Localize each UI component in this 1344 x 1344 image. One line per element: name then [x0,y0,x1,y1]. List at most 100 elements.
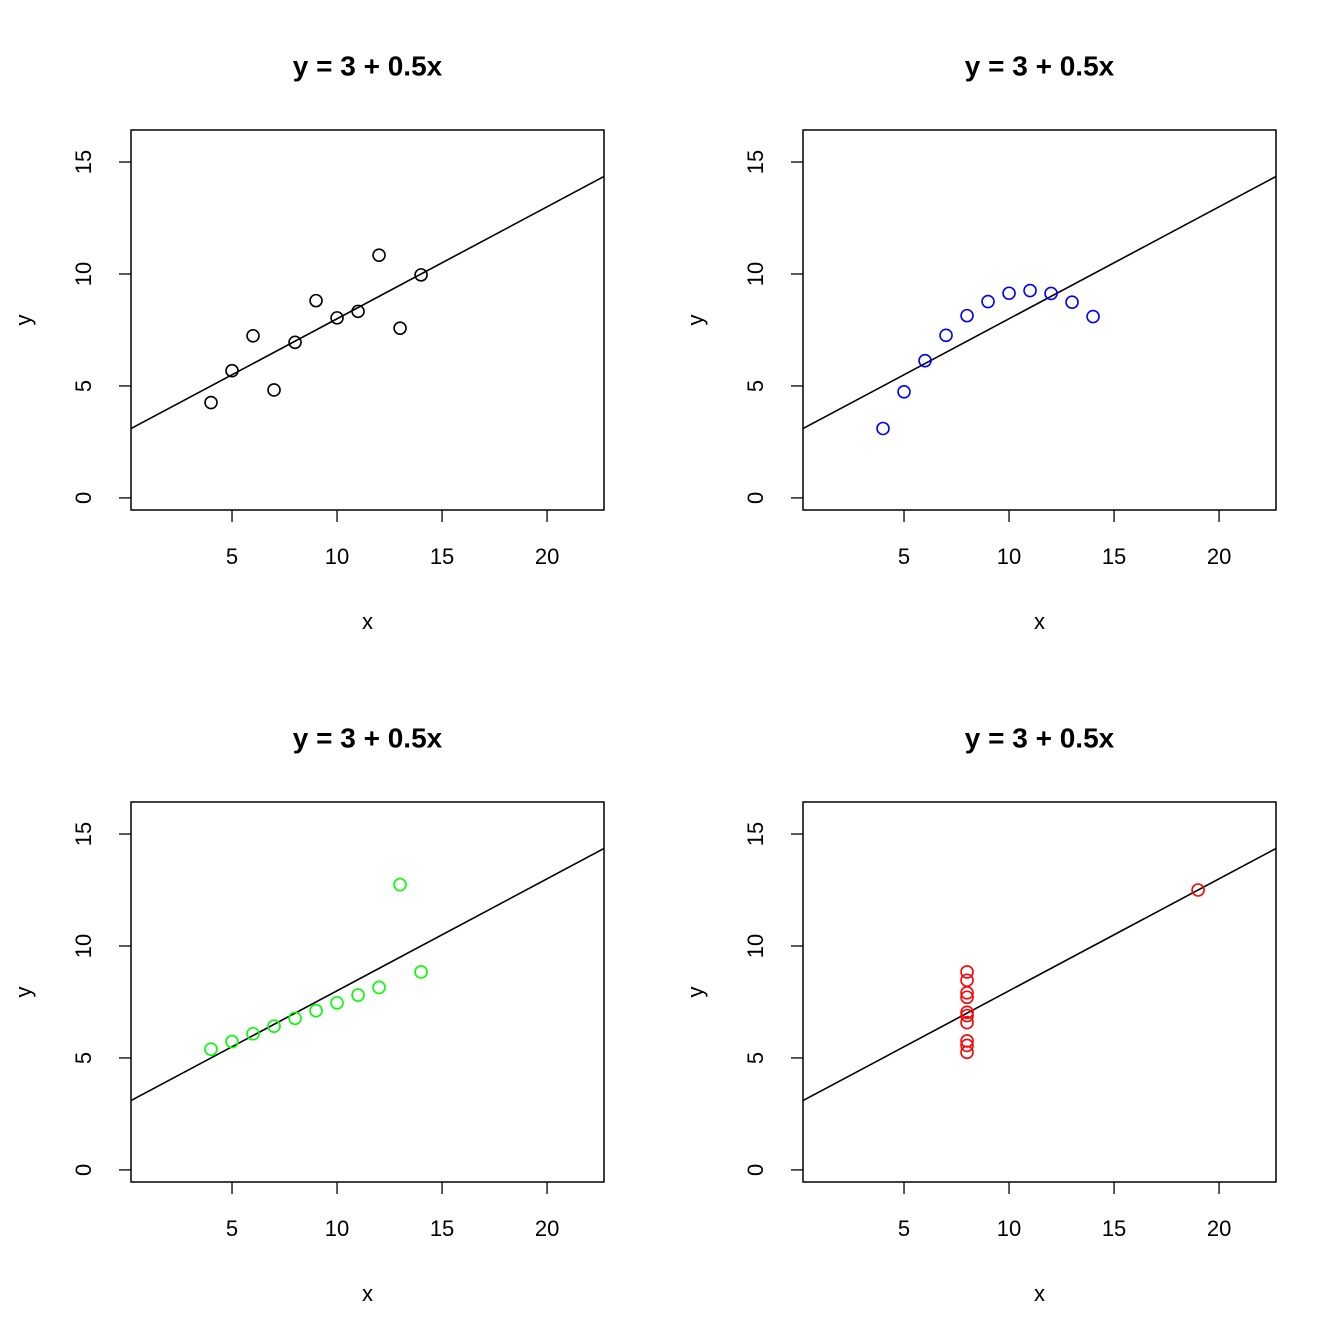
x-tick-label: 10 [997,1216,1021,1241]
point [960,985,974,1000]
y-tick-label: 0 [71,492,96,504]
y-tick-label: 10 [71,262,96,286]
point [393,321,407,335]
y-axis-label: y [683,315,708,326]
point [939,328,953,343]
point [876,421,890,436]
x-tick-label: 20 [1207,1216,1231,1241]
y-axis-label: y [683,987,708,998]
panel: y = 3 + 0.5x x y 5 10 15 20 0 5 10 15 [11,50,605,634]
plot-frame [802,801,1277,1183]
y-tick-label: 0 [743,1164,768,1176]
point [330,311,344,325]
point [225,363,239,378]
point [288,335,302,350]
y-tick-label: 5 [71,1052,96,1064]
point [897,384,911,399]
x-tick-label: 5 [898,1216,910,1241]
y-tick-label: 10 [743,934,768,958]
plot-frame [130,801,605,1183]
x-tick-label: 15 [430,544,454,569]
chart-title: y = 3 + 0.5x [965,722,1115,753]
x-tick-label: 15 [430,1216,454,1241]
panel: y = 3 + 0.5x x y 5 10 15 20 0 5 10 15 [683,50,1277,634]
x-tick-label: 5 [898,544,910,569]
point [960,1045,974,1060]
point [1191,883,1205,897]
plot-frame [802,129,1277,511]
point [372,980,386,995]
point [981,294,995,309]
x-axis-label: x [362,1281,373,1306]
point [372,248,386,262]
point [960,990,974,1005]
y-axis-label: y [11,315,36,326]
x-tick-label: 20 [1207,544,1231,569]
x-tick-label: 5 [226,1216,238,1241]
x-axis-label: x [362,609,373,634]
point [351,304,365,319]
point [960,1005,974,1020]
point [414,268,428,282]
point [960,973,974,988]
point [393,877,407,892]
fit-line [130,847,605,1102]
point [414,965,428,979]
x-axis-label: x [1034,1281,1045,1306]
panel: y = 3 + 0.5x x y 5 10 15 20 0 5 10 15 [683,722,1277,1306]
point [1002,286,1016,301]
y-tick-label: 10 [743,262,768,286]
x-tick-label: 10 [325,544,349,569]
point [918,353,932,368]
point [267,383,281,397]
y-tick-label: 15 [71,150,96,174]
point [960,1015,974,1030]
point [1023,283,1037,298]
x-tick-label: 20 [535,1216,559,1241]
point [225,1034,239,1049]
point [246,1026,260,1041]
chart-title: y = 3 + 0.5x [293,722,443,753]
point [309,1003,323,1018]
point [960,1038,974,1053]
y-tick-label: 15 [743,822,768,846]
fit-line [802,175,1277,430]
x-tick-label: 20 [535,544,559,569]
chart-title: y = 3 + 0.5x [965,50,1115,81]
fit-line [802,847,1277,1102]
point [330,996,344,1010]
point [960,1008,974,1023]
x-tick-label: 10 [325,1216,349,1241]
y-axis-label: y [11,987,36,998]
y-tick-label: 0 [71,1164,96,1176]
y-tick-label: 5 [743,380,768,392]
point [288,1011,302,1026]
point [309,293,323,308]
point [960,965,974,979]
point [1065,295,1079,309]
x-tick-label: 5 [226,544,238,569]
point [246,328,260,343]
point [267,1019,281,1033]
point [1086,309,1100,324]
point [204,395,218,410]
y-tick-label: 5 [743,1052,768,1064]
plot-frame [130,129,605,511]
point [1044,286,1058,301]
y-tick-label: 0 [743,492,768,504]
y-tick-label: 15 [71,822,96,846]
x-axis-label: x [1034,609,1045,634]
panel: y = 3 + 0.5x x y 5 10 15 20 0 5 10 15 [11,722,605,1306]
fit-line [130,175,605,430]
point [351,988,365,1002]
x-tick-label: 15 [1102,1216,1126,1241]
point [204,1042,218,1057]
y-tick-label: 10 [71,934,96,958]
x-tick-label: 10 [997,544,1021,569]
point [960,308,974,323]
x-tick-label: 15 [1102,544,1126,569]
y-tick-label: 5 [71,380,96,392]
chart-title: y = 3 + 0.5x [293,50,443,81]
